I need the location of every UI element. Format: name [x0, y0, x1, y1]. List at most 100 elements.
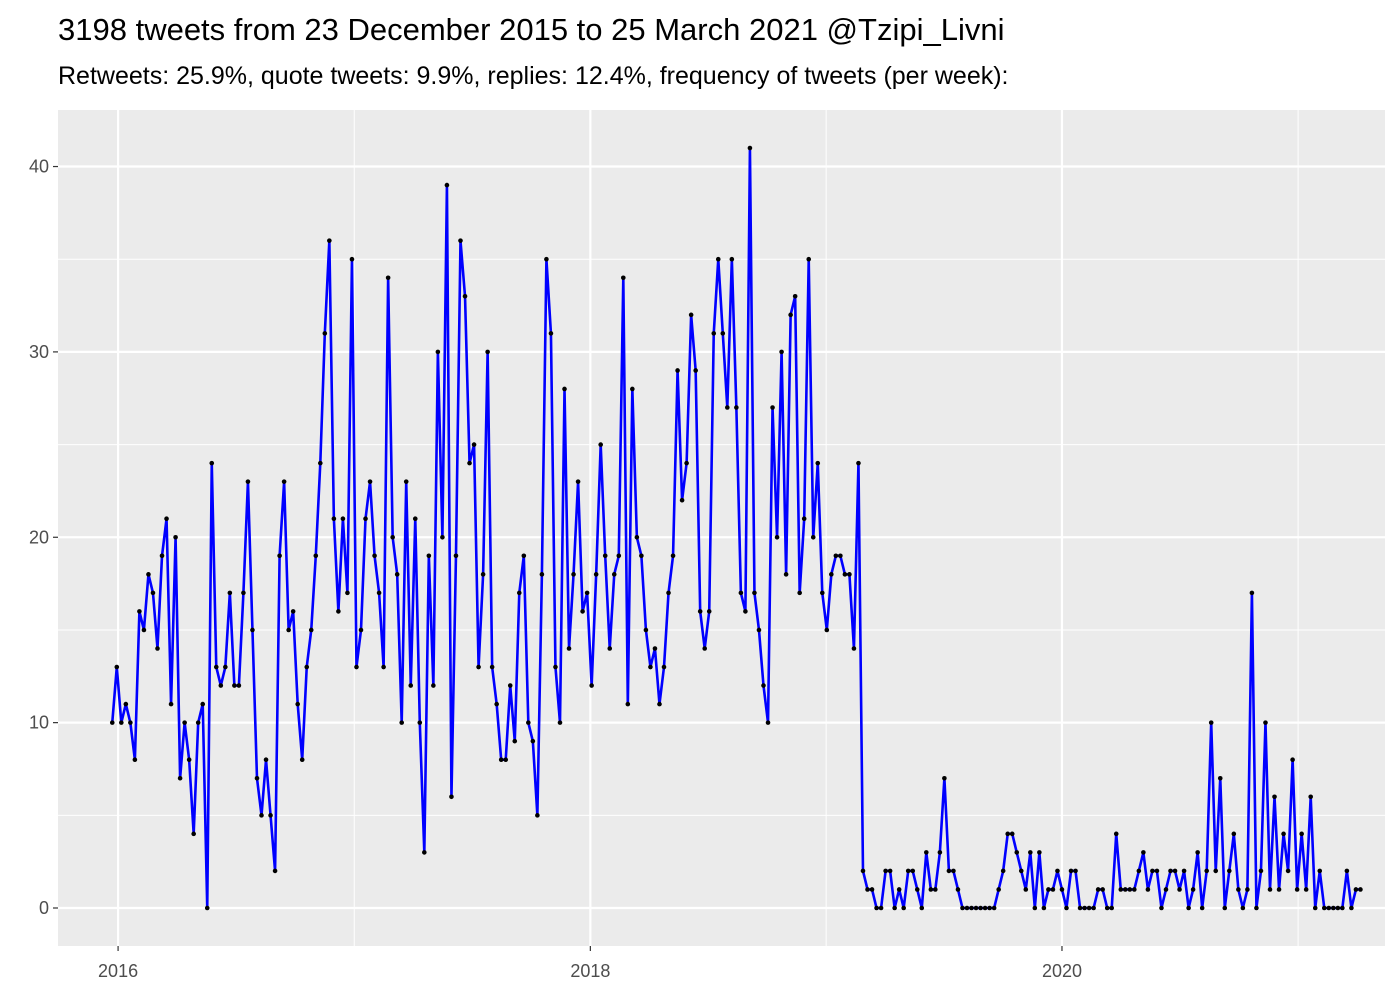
data-point — [1136, 868, 1142, 874]
data-point — [548, 331, 554, 336]
data-point — [435, 349, 441, 355]
data-point — [480, 572, 486, 577]
data-point — [901, 905, 906, 911]
data-point — [1231, 831, 1237, 837]
data-point — [611, 572, 617, 577]
data-point — [381, 664, 386, 670]
data-point — [213, 664, 219, 670]
data-point — [598, 442, 603, 447]
data-point — [1086, 905, 1092, 911]
data-point — [942, 775, 947, 781]
data-point — [245, 479, 251, 484]
data-point — [1064, 905, 1069, 911]
data-point — [462, 293, 468, 299]
data-point — [584, 590, 590, 596]
data-point — [1344, 868, 1350, 874]
data-point — [625, 701, 631, 707]
data-point — [1308, 794, 1313, 800]
data-point — [232, 683, 237, 688]
data-point — [987, 905, 992, 911]
data-point — [869, 887, 875, 892]
y-tick-label: 0 — [39, 898, 49, 918]
data-point — [1154, 868, 1160, 874]
data-point — [1159, 905, 1164, 911]
data-point — [426, 553, 432, 559]
y-tick-label: 20 — [29, 527, 49, 547]
y-tick-label: 40 — [29, 157, 49, 177]
data-point — [833, 553, 839, 559]
data-point — [476, 664, 481, 670]
data-point — [1009, 831, 1015, 837]
data-point — [706, 609, 712, 614]
data-point — [250, 627, 255, 633]
data-point — [752, 590, 757, 596]
data-point — [119, 720, 124, 725]
data-point — [765, 720, 771, 725]
data-point — [1249, 590, 1255, 596]
data-point — [1018, 868, 1024, 874]
data-point — [1077, 905, 1083, 911]
data-point — [801, 516, 807, 522]
data-point — [1326, 905, 1332, 911]
data-point — [182, 720, 187, 725]
data-point — [1254, 905, 1259, 911]
data-point — [1208, 720, 1214, 725]
data-point — [1050, 887, 1056, 892]
data-point — [109, 720, 115, 725]
data-point — [774, 534, 780, 540]
data-point — [1358, 887, 1363, 892]
data-point — [137, 609, 142, 614]
data-point — [770, 405, 775, 410]
data-point — [711, 331, 717, 336]
data-point — [123, 701, 129, 707]
data-point — [905, 868, 911, 874]
data-point — [634, 534, 640, 540]
data-point — [1059, 887, 1065, 892]
data-point — [1303, 887, 1309, 892]
data-point — [376, 590, 382, 596]
data-point — [1317, 868, 1323, 874]
data-point — [263, 757, 269, 763]
data-point — [697, 609, 703, 614]
data-point — [539, 572, 545, 577]
data-point — [453, 553, 459, 559]
data-point — [1227, 868, 1232, 874]
data-point — [964, 905, 970, 911]
data-point — [526, 720, 531, 725]
data-point — [1335, 905, 1341, 911]
data-point — [254, 775, 260, 781]
data-point — [1005, 831, 1010, 837]
data-point — [562, 386, 567, 392]
data-point — [815, 460, 821, 466]
data-point — [1104, 905, 1110, 911]
data-point — [1141, 850, 1146, 855]
data-point — [354, 664, 359, 670]
data-point — [720, 331, 726, 336]
data-point — [1109, 905, 1115, 911]
data-point — [960, 905, 965, 911]
minor-gridlines — [58, 110, 1385, 946]
data-point — [924, 850, 929, 855]
data-point — [1122, 887, 1128, 892]
y-tick-label: 30 — [29, 342, 49, 362]
data-point — [937, 850, 943, 855]
data-point — [1023, 887, 1029, 892]
chart-title: 3198 tweets from 23 December 2015 to 25 … — [58, 12, 1005, 47]
data-point — [1213, 868, 1219, 874]
data-point — [1127, 887, 1133, 892]
data-point — [159, 553, 165, 559]
data-point — [946, 868, 952, 874]
data-point — [327, 238, 332, 243]
y-tick-label: 10 — [29, 713, 49, 733]
data-point — [318, 460, 323, 466]
data-point — [1073, 868, 1078, 874]
data-point — [467, 460, 472, 466]
data-point — [819, 590, 825, 596]
data-point — [390, 534, 395, 540]
data-point — [444, 182, 450, 188]
data-point — [367, 479, 373, 484]
data-point — [1312, 905, 1318, 911]
data-point — [1285, 868, 1291, 874]
data-point — [1032, 905, 1038, 911]
